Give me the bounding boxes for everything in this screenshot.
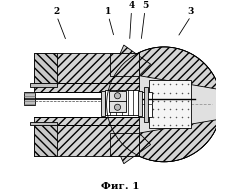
- Polygon shape: [108, 119, 219, 162]
- Polygon shape: [34, 125, 57, 156]
- Bar: [34, 83, 139, 125]
- Polygon shape: [110, 45, 151, 76]
- Circle shape: [114, 104, 120, 110]
- Polygon shape: [108, 47, 219, 90]
- Circle shape: [114, 93, 120, 99]
- Bar: [144, 87, 148, 122]
- Polygon shape: [34, 83, 139, 92]
- Text: 4: 4: [128, 1, 135, 10]
- Polygon shape: [34, 125, 139, 156]
- Polygon shape: [110, 133, 139, 156]
- Bar: [30, 83, 57, 87]
- Bar: [139, 92, 152, 117]
- Text: 3: 3: [188, 7, 194, 16]
- Text: 2: 2: [54, 7, 60, 16]
- Bar: [105, 90, 139, 115]
- Polygon shape: [110, 53, 139, 76]
- Text: Фиг. 1: Фиг. 1: [101, 182, 139, 191]
- Polygon shape: [34, 117, 139, 125]
- Text: 5: 5: [142, 1, 148, 10]
- Bar: [149, 81, 191, 128]
- Bar: [109, 91, 126, 112]
- Text: 1: 1: [105, 7, 112, 16]
- Bar: [24, 92, 35, 105]
- Polygon shape: [34, 53, 57, 83]
- Polygon shape: [34, 53, 139, 83]
- Bar: [30, 122, 57, 125]
- Circle shape: [107, 47, 222, 162]
- Bar: [138, 91, 142, 116]
- Polygon shape: [110, 133, 151, 164]
- Bar: [101, 91, 105, 116]
